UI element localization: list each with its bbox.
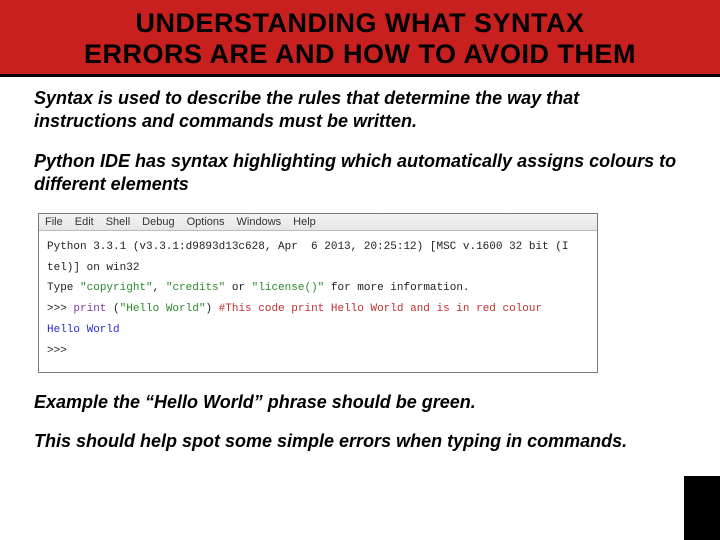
- ide-paren: ): [205, 303, 218, 315]
- ide-text: or: [225, 282, 251, 294]
- menu-windows[interactable]: Windows: [237, 216, 282, 228]
- ide-string: "copyright": [80, 282, 153, 294]
- ide-comment: #This code print Hello World and is in r…: [219, 303, 542, 315]
- title-line-1: UNDERSTANDING WHAT SYNTAX: [136, 8, 585, 38]
- ide-body: Python 3.3.1 (v3.3.1:d9893d13c628, Apr 6…: [39, 231, 597, 372]
- ide-text: ,: [153, 282, 166, 294]
- title-line-2: ERRORS ARE AND HOW TO AVOID THEM: [84, 39, 636, 69]
- title-band: UNDERSTANDING WHAT SYNTAX ERRORS ARE AND…: [0, 0, 720, 77]
- ide-version-line-2: tel)] on win32: [47, 258, 589, 279]
- menu-help[interactable]: Help: [293, 216, 316, 228]
- ide-prompt: >>>: [47, 303, 73, 315]
- menu-debug[interactable]: Debug: [142, 216, 174, 228]
- slide-title: UNDERSTANDING WHAT SYNTAX ERRORS ARE AND…: [12, 8, 708, 70]
- menu-file[interactable]: File: [45, 216, 63, 228]
- ide-version-line-1: Python 3.3.1 (v3.3.1:d9893d13c628, Apr 6…: [47, 237, 589, 258]
- content-area: Syntax is used to describe the rules tha…: [0, 77, 720, 454]
- ide-paren: (: [106, 303, 119, 315]
- ide-info-line: Type "copyright", "credits" or "license(…: [47, 278, 589, 299]
- ide-keyword-print: print: [73, 303, 106, 315]
- ide-string: "license()": [252, 282, 325, 294]
- ide-text: for more information.: [324, 282, 469, 294]
- ide-menubar: File Edit Shell Debug Options Windows He…: [39, 214, 597, 231]
- ide-string: "credits": [166, 282, 225, 294]
- ide-prompt-empty: >>>: [47, 341, 589, 362]
- ide-output-line: Hello World: [47, 320, 589, 341]
- paragraph-example: Example the “Hello World” phrase should …: [34, 391, 686, 414]
- menu-edit[interactable]: Edit: [75, 216, 94, 228]
- menu-shell[interactable]: Shell: [106, 216, 130, 228]
- menu-options[interactable]: Options: [187, 216, 225, 228]
- corner-accent: [684, 476, 720, 540]
- ide-string-hello: "Hello World": [120, 303, 206, 315]
- ide-code-line: >>> print ("Hello World") #This code pri…: [47, 299, 589, 320]
- paragraph-conclusion: This should help spot some simple errors…: [34, 430, 686, 453]
- paragraph-highlighting: Python IDE has syntax highlighting which…: [34, 150, 686, 197]
- ide-text: Type: [47, 282, 80, 294]
- paragraph-intro: Syntax is used to describe the rules tha…: [34, 87, 686, 134]
- ide-screenshot: File Edit Shell Debug Options Windows He…: [38, 213, 598, 373]
